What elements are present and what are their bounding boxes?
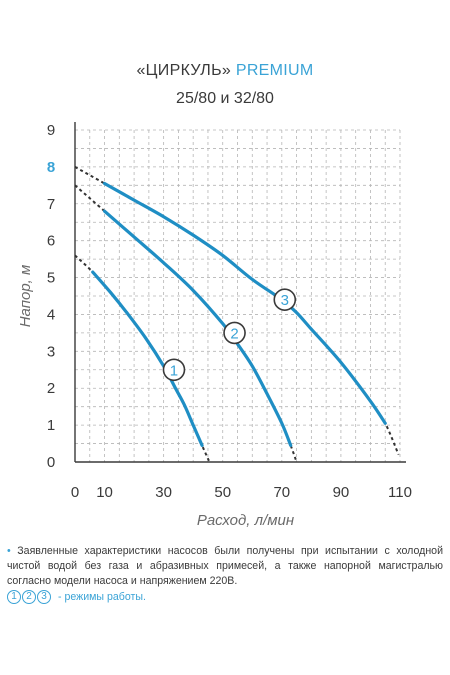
series-1-marker bbox=[162, 358, 186, 382]
y-tick-label: 6 bbox=[47, 233, 55, 250]
y-tick-label: 0 bbox=[47, 454, 55, 471]
footnote-bullet: • bbox=[7, 545, 11, 557]
y-tick-label: 1 bbox=[47, 417, 55, 434]
series-1-end-dash bbox=[192, 424, 211, 463]
footnote-text: Заявленные характеристики насосов были п… bbox=[7, 545, 443, 587]
chart-subtitle: 25/80 и 32/80 bbox=[176, 90, 274, 107]
x-axis-label: Расход, л/мин bbox=[197, 512, 294, 529]
title-premium: PREMIUM bbox=[235, 62, 314, 79]
series-2-start-dash bbox=[74, 184, 135, 238]
x-tick-label: 0 bbox=[71, 484, 79, 501]
mode-marker-1: 1 bbox=[7, 590, 21, 604]
grid bbox=[74, 129, 401, 463]
series-2-label: 2 bbox=[230, 325, 238, 342]
mode-legend-text: - режимы работы. bbox=[58, 591, 146, 603]
x-tick-label: 110 bbox=[388, 484, 412, 501]
series-2-end-dash bbox=[280, 422, 298, 463]
series-1: 1 bbox=[74, 254, 211, 463]
mode-marker-2: 2 bbox=[22, 590, 36, 604]
y-tick-label: 8 bbox=[47, 159, 55, 176]
y-tick-label: 9 bbox=[47, 122, 55, 139]
chart-title: «ЦИРКУЛЬ» PREMIUM bbox=[0, 62, 450, 80]
footnote: • Заявленные характеристики насосов были… bbox=[7, 544, 443, 589]
y-tick-label: 5 bbox=[47, 270, 55, 287]
series-3-line bbox=[102, 181, 387, 425]
series-1-line bbox=[91, 270, 204, 447]
series-3-marker bbox=[273, 288, 297, 311]
mode-marker-3: 3 bbox=[37, 590, 51, 604]
y-axis-label: Напор, м bbox=[17, 265, 34, 328]
y-tick-label: 4 bbox=[47, 306, 55, 323]
y-tick-label: 3 bbox=[47, 343, 55, 360]
series-2: 2 bbox=[74, 184, 298, 463]
x-tick-label: 10 bbox=[96, 484, 113, 501]
series-2-marker bbox=[223, 321, 246, 345]
series-2-line bbox=[102, 209, 293, 447]
x-tick-label: 70 bbox=[273, 484, 290, 501]
series-3-label: 3 bbox=[281, 292, 289, 309]
x-tick-label: 50 bbox=[214, 484, 231, 501]
series-3: 3 bbox=[74, 166, 400, 456]
x-tick-label: 90 bbox=[333, 484, 350, 501]
series-1-label: 1 bbox=[170, 362, 178, 379]
y-tick-label: 7 bbox=[47, 196, 55, 213]
mode-legend: 1 2 3 - режимы работы. bbox=[7, 586, 146, 608]
title-main: «ЦИРКУЛЬ» bbox=[136, 62, 232, 79]
y-tick-label: 2 bbox=[47, 380, 55, 397]
x-tick-label: 30 bbox=[155, 484, 172, 501]
